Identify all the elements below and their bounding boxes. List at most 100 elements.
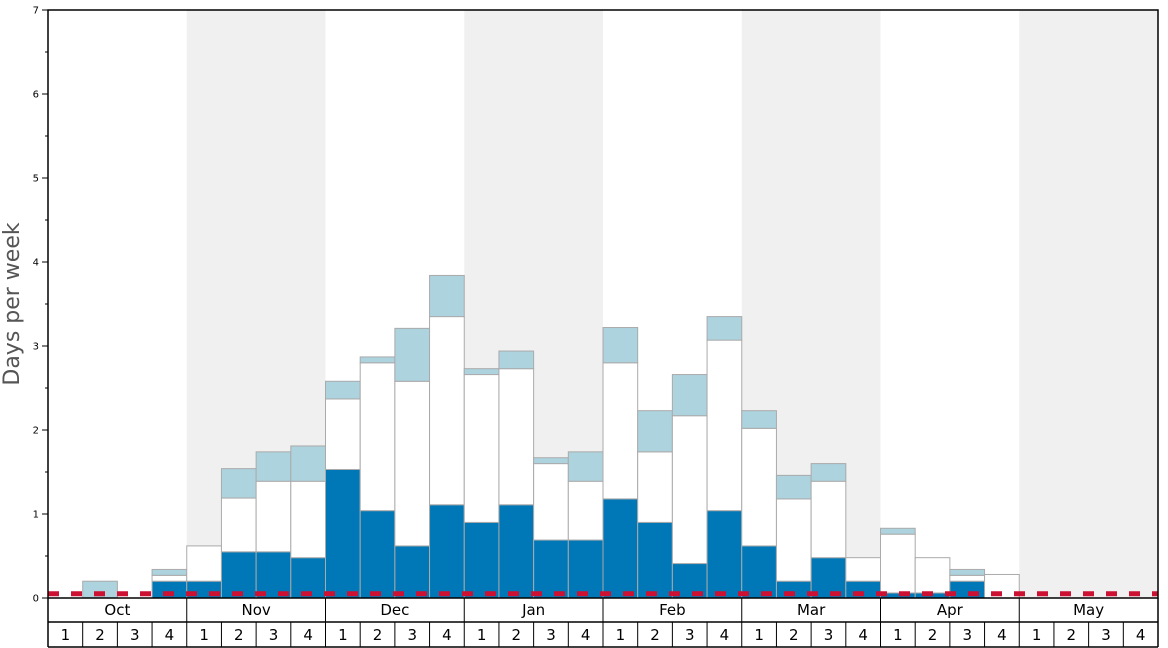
bar-middle-week-27: [949, 574, 986, 582]
bar-light-week-12: [429, 274, 465, 318]
bar-middle-week-9: [325, 398, 361, 470]
month-label-apr: Apr: [937, 601, 964, 619]
bar-light-week-6: [220, 468, 257, 499]
week-label: 1: [338, 626, 348, 644]
bar-light-week-15: [533, 457, 569, 465]
month-label-feb: Feb: [659, 601, 686, 619]
bar-light-week-18: [637, 410, 673, 453]
week-label: 1: [893, 626, 903, 644]
week-label: 3: [407, 626, 417, 644]
bar-middle-week-20: [706, 339, 743, 512]
bar-light-week-22: [775, 474, 812, 500]
bar-middle-week-19: [671, 415, 708, 565]
y-tick-label: 2: [33, 426, 39, 437]
bar-middle-week-12: [429, 316, 465, 506]
week-label: 1: [199, 626, 209, 644]
bar-middle-week-24: [845, 557, 881, 582]
week-label: 3: [1101, 626, 1111, 644]
week-label: 4: [858, 626, 868, 644]
bar-middle-week-13: [463, 374, 500, 523]
bar-dark-week-7: [255, 551, 292, 599]
week-label: 2: [650, 626, 660, 644]
week-label: 2: [1067, 626, 1077, 644]
week-label: 3: [269, 626, 279, 644]
bar-middle-week-8: [290, 480, 326, 559]
week-label: 4: [165, 626, 175, 644]
month-label-oct: Oct: [104, 601, 130, 619]
bar-middle-week-14: [498, 368, 535, 506]
bar-middle-week-17: [602, 362, 639, 500]
bar-middle-week-11: [394, 380, 431, 547]
y-tick-label: 0: [33, 594, 39, 605]
bar-light-week-21: [741, 410, 777, 429]
bar-light-week-11: [394, 327, 431, 382]
week-label: 4: [442, 626, 452, 644]
y-axis: 0 1 2 3 4 5 6 7: [33, 6, 48, 605]
bar-light-week-16: [567, 451, 604, 482]
bar-middle-week-26: [914, 557, 951, 594]
month-shading-bands: [186, 10, 1158, 598]
month-label-nov: Nov: [241, 601, 270, 619]
bar-dark-week-23: [810, 557, 847, 599]
week-label: 2: [373, 626, 383, 644]
week-label: 3: [685, 626, 695, 644]
month-label-mar: Mar: [797, 601, 826, 619]
week-label: 1: [754, 626, 764, 644]
bar-middle-week-25: [880, 533, 916, 594]
bar-middle-week-5: [186, 545, 222, 582]
bar-light-week-27: [949, 568, 986, 576]
week-label: 4: [1136, 626, 1146, 644]
bar-dark-week-12: [429, 504, 465, 599]
month-label-may: May: [1073, 601, 1104, 619]
y-tick-label: 3: [33, 342, 39, 353]
bar-dark-week-6: [220, 551, 257, 599]
bar-light-week-17: [602, 327, 639, 364]
month-label-dec: Dec: [380, 601, 409, 619]
y-tick-label: 7: [33, 6, 39, 17]
bar-dark-week-10: [359, 510, 396, 599]
week-label: 2: [95, 626, 105, 644]
bar-light-week-7: [255, 451, 292, 482]
bar-light-week-19: [671, 374, 708, 417]
bar-light-week-8: [290, 445, 326, 482]
bar-light-week-25: [880, 527, 916, 535]
bar-dark-week-14: [498, 504, 535, 599]
bar-light-week-4: [151, 568, 188, 576]
week-label: 2: [789, 626, 799, 644]
bar-middle-week-10: [359, 362, 396, 512]
week-label: 2: [928, 626, 938, 644]
y-tick-label: 6: [33, 90, 39, 101]
bar-middle-week-15: [533, 463, 569, 541]
week-label: 3: [130, 626, 140, 644]
bar-middle-week-7: [255, 480, 292, 553]
bar-light-week-20: [706, 316, 743, 341]
week-label: 3: [546, 626, 556, 644]
bar-middle-week-6: [220, 497, 257, 553]
week-label: 1: [477, 626, 487, 644]
bar-light-week-13: [463, 368, 500, 376]
bar-dark-week-21: [741, 545, 777, 599]
bar-dark-week-20: [706, 510, 743, 599]
week-label: 4: [581, 626, 591, 644]
bar-light-week-10: [359, 356, 396, 364]
y-tick-label: 5: [33, 174, 39, 185]
bar-dark-week-11: [394, 545, 431, 599]
x-axis: Oct Nov Dec Jan Feb Mar Apr May 1 2 3 4 1 2 3 4 1 2 3 4 1 2 3 4…: [47, 598, 1159, 648]
week-label: 1: [61, 626, 71, 644]
bar-middle-week-21: [741, 427, 777, 547]
month-label-jan: Jan: [521, 601, 545, 619]
week-label: 1: [1032, 626, 1042, 644]
bar-dark-week-17: [602, 498, 639, 599]
y-tick-label: 4: [33, 258, 39, 269]
bar-middle-week-18: [637, 451, 673, 523]
bar-dark-week-13: [463, 521, 500, 599]
week-label: 4: [720, 626, 730, 644]
bar-light-week-9: [325, 380, 361, 400]
week-label: 3: [824, 626, 834, 644]
y-axis-label: Days per week: [0, 222, 25, 385]
month-band-may: [1019, 10, 1158, 598]
week-label: 2: [512, 626, 522, 644]
week-label: 4: [997, 626, 1007, 644]
bar-light-week-23: [810, 463, 847, 482]
